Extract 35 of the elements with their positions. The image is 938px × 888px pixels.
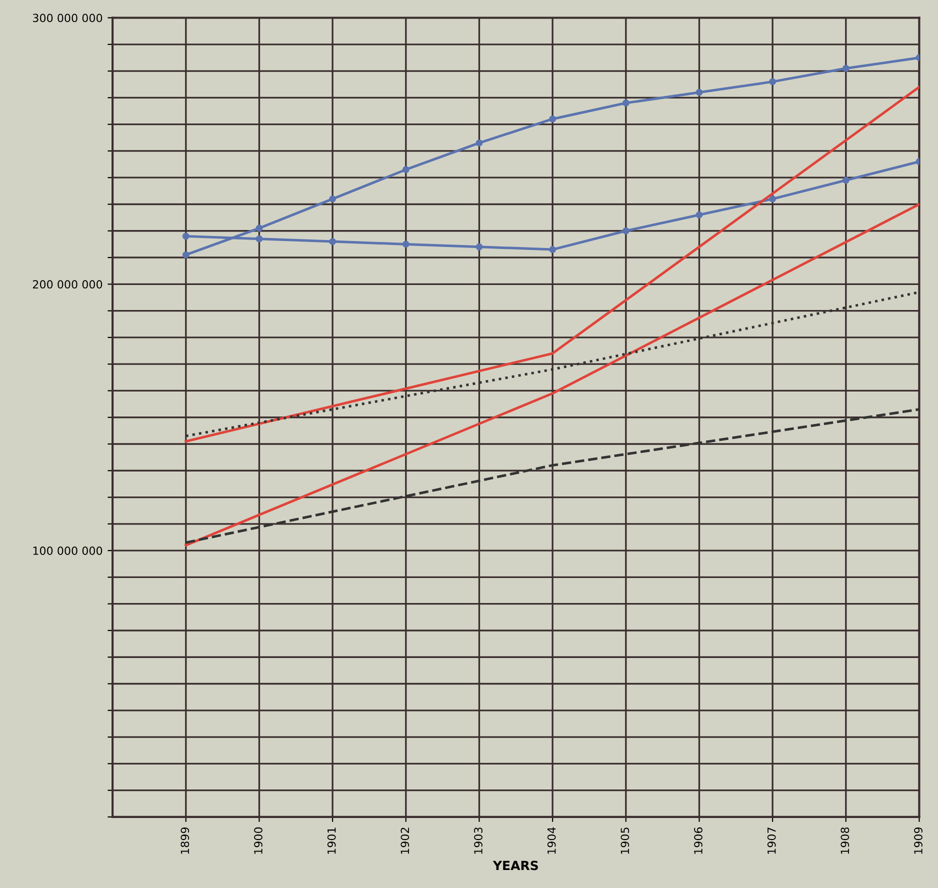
point: [329, 238, 336, 246]
point: [622, 227, 630, 234]
x-tick-label: 1902: [400, 828, 410, 854]
point: [622, 100, 630, 106]
x-tick-label: 1899: [180, 827, 190, 854]
point: [769, 195, 776, 202]
point: [696, 211, 703, 218]
point: [402, 240, 410, 248]
point: [769, 78, 776, 86]
point: [842, 64, 850, 72]
x-tick-label: 1909: [914, 827, 922, 854]
point: [476, 243, 483, 250]
x-tick-label: 1904: [547, 827, 556, 854]
x-tick-label: 1900: [254, 827, 262, 854]
x-tick-label: 1908: [840, 827, 850, 854]
point: [842, 176, 850, 184]
point: [476, 139, 483, 146]
point: [549, 116, 556, 122]
x-axis-title: YEARS: [492, 860, 538, 870]
x-tick-label: 1906: [694, 827, 702, 854]
point: [696, 88, 703, 96]
y-tick-label: 200 000 000: [32, 280, 102, 289]
y-tick-label: 100 000 000: [33, 546, 102, 555]
x-tick-label: 1907: [767, 828, 776, 854]
point: [256, 235, 263, 242]
point: [402, 166, 410, 174]
y-tick-label: 300 000 000: [33, 14, 102, 22]
x-tick-label: 1903: [474, 828, 482, 854]
point: [182, 251, 190, 258]
point: [549, 246, 556, 253]
point: [256, 224, 263, 232]
x-tick-label: 1901: [327, 828, 336, 854]
point: [182, 232, 190, 240]
point: [329, 195, 336, 202]
x-tick-label: 1905: [620, 828, 630, 854]
